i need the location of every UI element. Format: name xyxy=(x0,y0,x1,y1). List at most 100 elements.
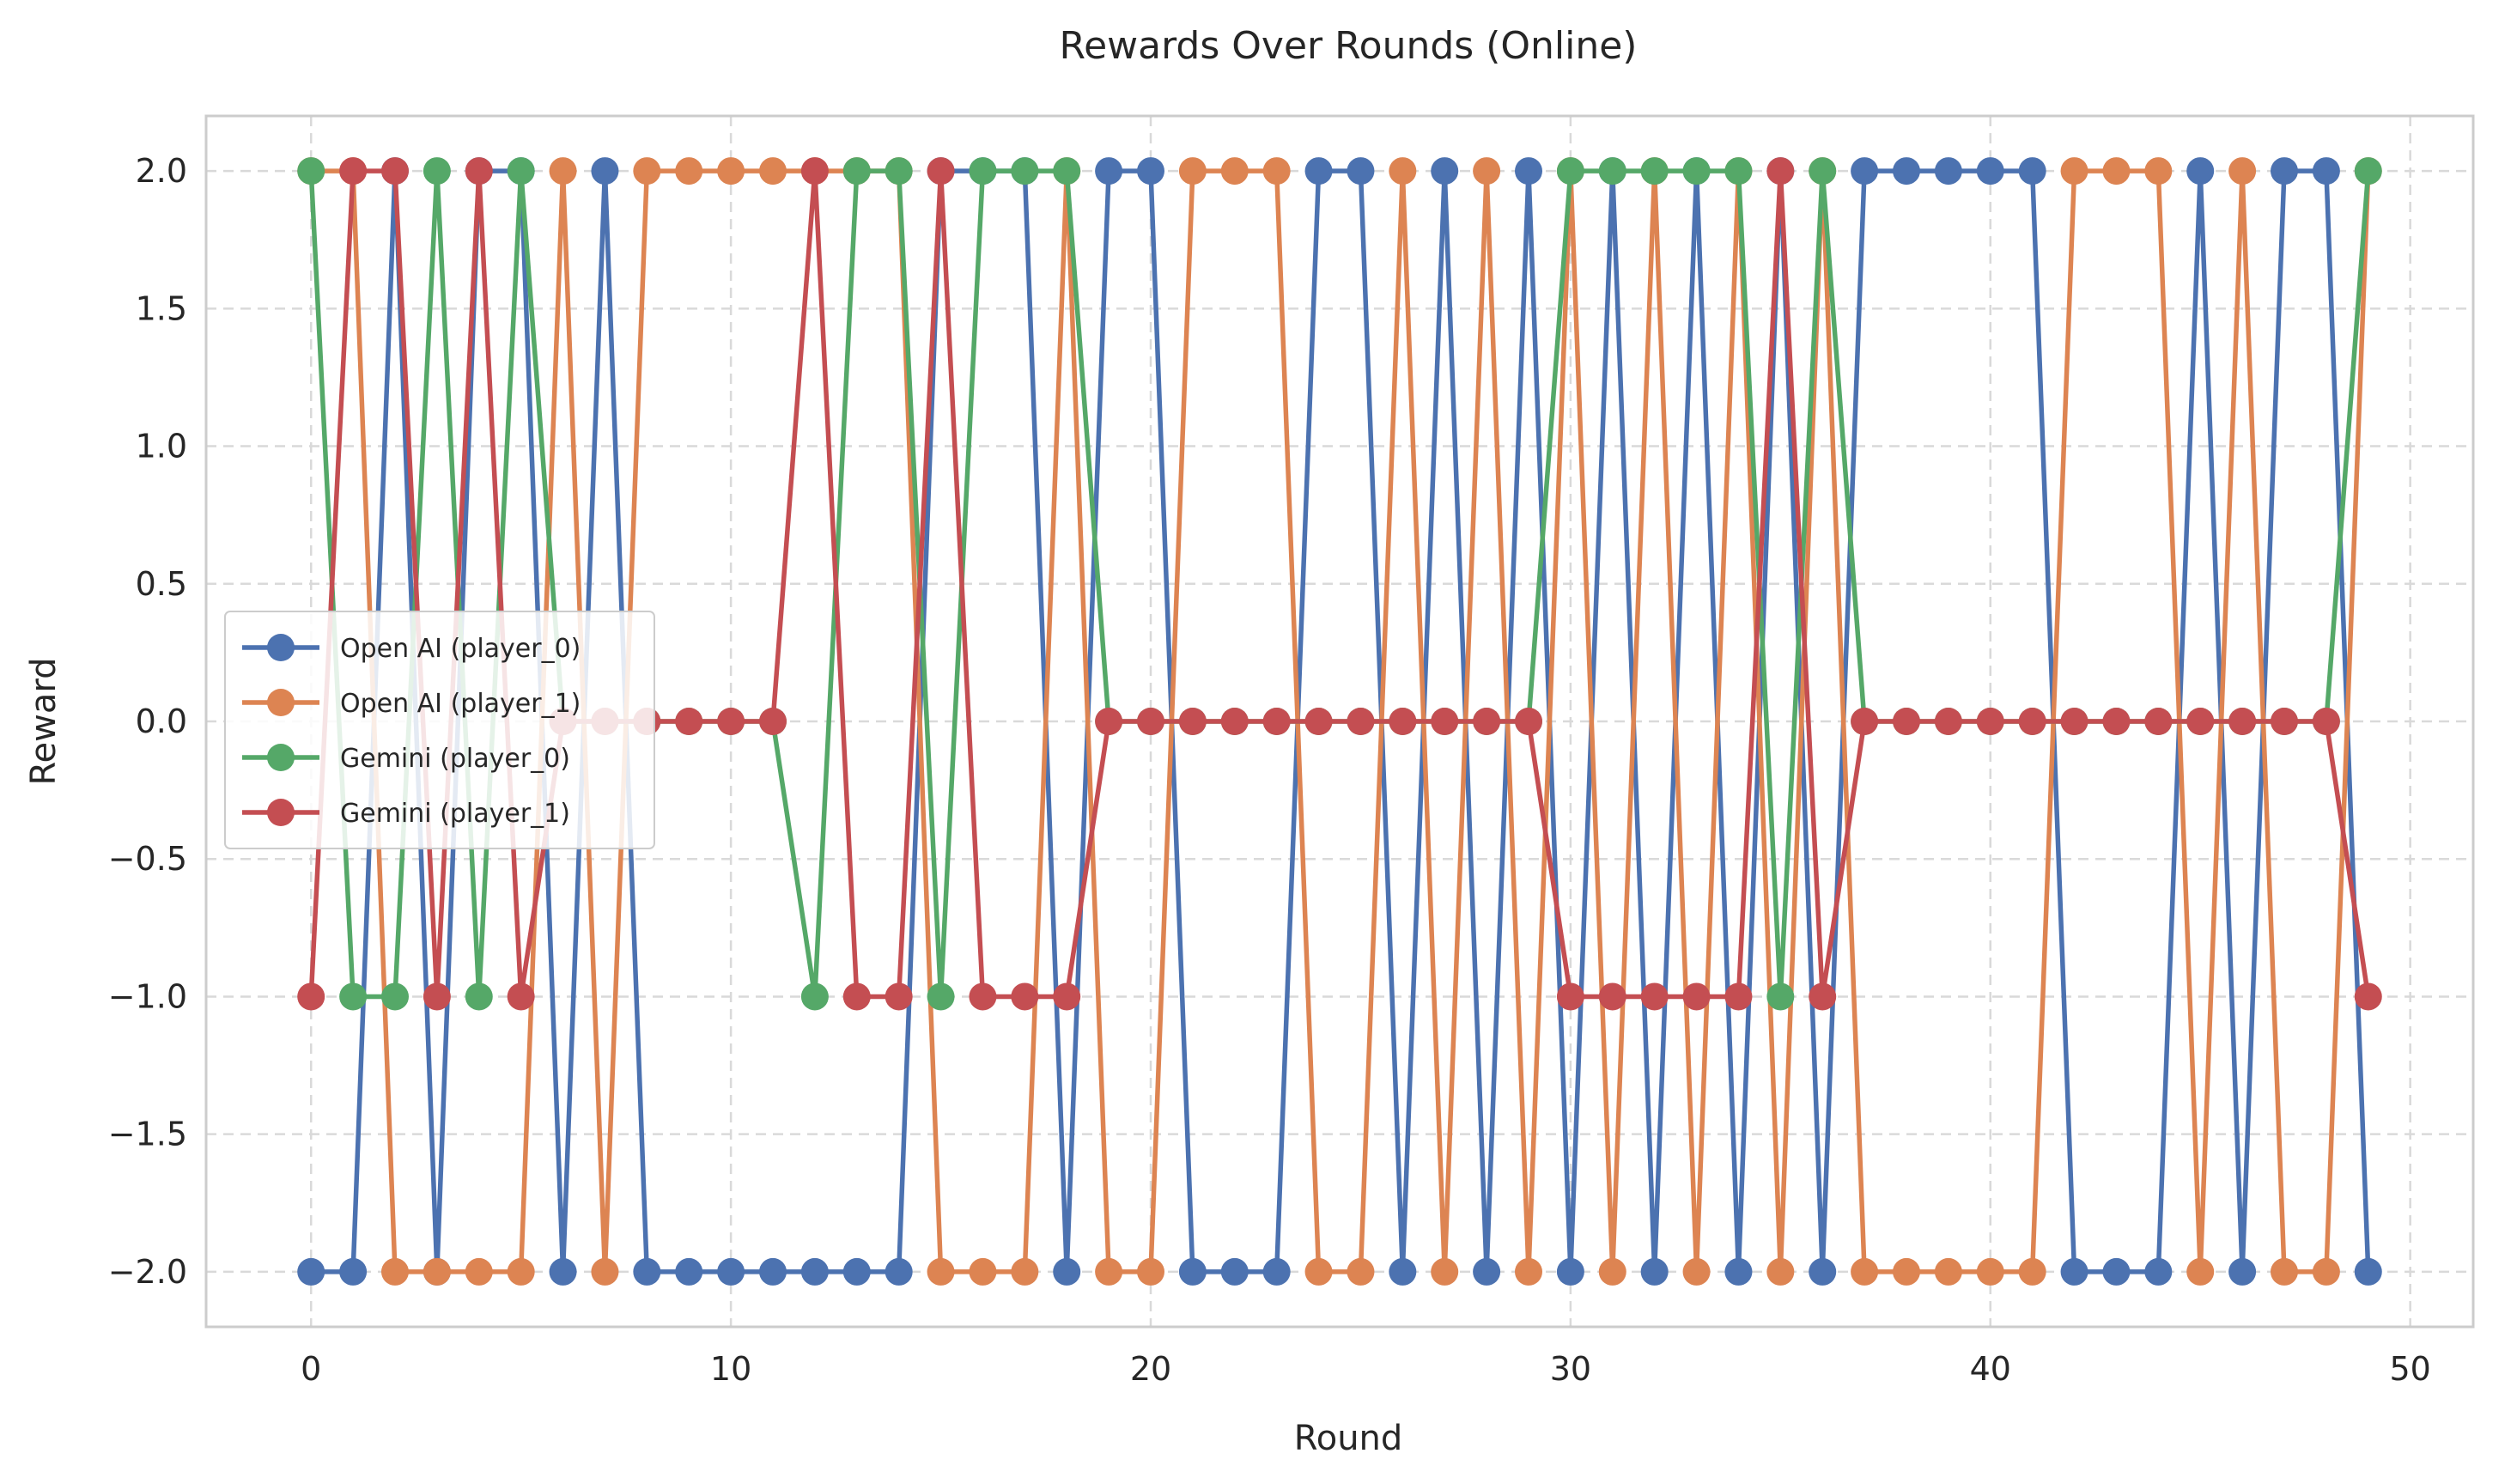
data-point xyxy=(1473,157,1501,186)
data-point xyxy=(927,1257,955,1286)
y-axis-label: Reward xyxy=(24,658,64,786)
data-point xyxy=(2018,1257,2046,1286)
legend-item: Open AI (player_1) xyxy=(242,689,581,719)
data-point xyxy=(1011,982,1039,1011)
data-point xyxy=(885,1257,913,1286)
data-point xyxy=(1389,708,1417,735)
data-point xyxy=(969,157,997,186)
data-point xyxy=(1095,1257,1123,1286)
data-point xyxy=(1556,982,1584,1011)
data-point xyxy=(2228,157,2257,186)
data-point xyxy=(1431,708,1459,735)
data-point xyxy=(1304,1257,1333,1286)
data-point xyxy=(381,157,409,186)
data-point xyxy=(1389,157,1417,186)
data-point xyxy=(1724,1257,1753,1286)
data-point xyxy=(2312,708,2340,735)
legend-item: Gemini (player_1) xyxy=(242,799,570,829)
data-point xyxy=(2271,1257,2298,1286)
legend-label: Open AI (player_0) xyxy=(340,634,581,664)
data-point xyxy=(842,157,871,186)
data-point xyxy=(2271,157,2298,186)
data-point xyxy=(1976,708,2004,735)
data-point xyxy=(717,157,745,186)
data-point xyxy=(1011,1257,1039,1286)
x-tick-label: 40 xyxy=(1970,1350,2011,1388)
data-point xyxy=(2018,157,2046,186)
legend: Open AI (player_0) Open AI (player_1) Gemi… xyxy=(224,611,655,849)
y-tick-labels: 2.0 1.5 1.0 0.5 0.0 −0.5 −1.0 −1.5 −2.0 xyxy=(108,152,187,1291)
data-point xyxy=(800,1257,829,1286)
legend-label: Open AI (player_1) xyxy=(340,689,581,719)
data-point xyxy=(1598,157,1626,186)
data-point xyxy=(759,1257,787,1286)
legend-marker xyxy=(267,744,295,771)
data-point xyxy=(1473,708,1501,735)
data-point xyxy=(1262,1257,1291,1286)
y-tick-label: −1.5 xyxy=(108,1116,187,1153)
data-point xyxy=(1431,1257,1459,1286)
data-point xyxy=(423,1257,451,1286)
x-tick-label: 10 xyxy=(710,1350,751,1388)
data-point xyxy=(381,1257,409,1286)
x-tick-label: 20 xyxy=(1130,1350,1171,1388)
x-tick-label: 50 xyxy=(2389,1350,2430,1388)
data-point xyxy=(2186,157,2215,186)
data-point xyxy=(1556,157,1584,186)
data-point xyxy=(1934,1257,1962,1286)
data-point xyxy=(1220,157,1249,186)
chart-title: Rewards Over Rounds (Online) xyxy=(1060,24,1638,68)
data-point xyxy=(1976,1257,2004,1286)
y-tick-label: 2.0 xyxy=(136,152,187,190)
data-point xyxy=(1515,157,1542,186)
data-point xyxy=(507,982,535,1011)
data-point xyxy=(1598,1257,1626,1286)
data-point xyxy=(339,982,368,1011)
data-point xyxy=(591,157,619,186)
data-point xyxy=(465,157,493,186)
x-tick-label: 30 xyxy=(1550,1350,1591,1388)
y-tick-label: −2.0 xyxy=(108,1253,187,1291)
data-point xyxy=(675,708,703,735)
data-point xyxy=(507,157,535,186)
data-point xyxy=(969,1257,997,1286)
data-point xyxy=(1766,1257,1795,1286)
data-point xyxy=(1431,157,1459,186)
data-point xyxy=(800,982,829,1011)
legend-label: Gemini (player_1) xyxy=(340,799,570,829)
data-point xyxy=(1851,708,1879,735)
data-point xyxy=(842,982,871,1011)
data-point xyxy=(675,157,703,186)
data-point xyxy=(1137,157,1164,186)
data-point xyxy=(885,982,913,1011)
data-point xyxy=(2060,1257,2088,1286)
data-point xyxy=(1304,708,1333,735)
data-point xyxy=(1934,157,1962,186)
data-point xyxy=(1598,982,1626,1011)
data-point xyxy=(2228,1257,2257,1286)
x-tick-labels: 0 10 20 30 40 50 xyxy=(301,1350,2431,1388)
data-point xyxy=(633,157,661,186)
data-point xyxy=(800,157,829,186)
data-point xyxy=(2144,157,2173,186)
data-point xyxy=(885,157,913,186)
data-point xyxy=(2102,157,2131,186)
data-point xyxy=(1053,1257,1081,1286)
data-point xyxy=(1137,1257,1164,1286)
y-tick-label: −1.0 xyxy=(108,977,187,1015)
data-point xyxy=(1766,982,1795,1011)
data-point xyxy=(927,157,955,186)
data-point xyxy=(1304,157,1333,186)
data-point xyxy=(1515,708,1542,735)
data-point xyxy=(759,157,787,186)
data-point xyxy=(465,982,493,1011)
data-point xyxy=(2312,1257,2340,1286)
data-point xyxy=(2312,157,2340,186)
data-point xyxy=(549,1257,577,1286)
data-point xyxy=(1220,708,1249,735)
y-tick-label: 1.5 xyxy=(136,289,187,327)
data-point xyxy=(2186,708,2215,735)
x-axis-label: Round xyxy=(1294,1419,1403,1458)
data-point xyxy=(2354,982,2382,1011)
data-point xyxy=(1347,157,1375,186)
